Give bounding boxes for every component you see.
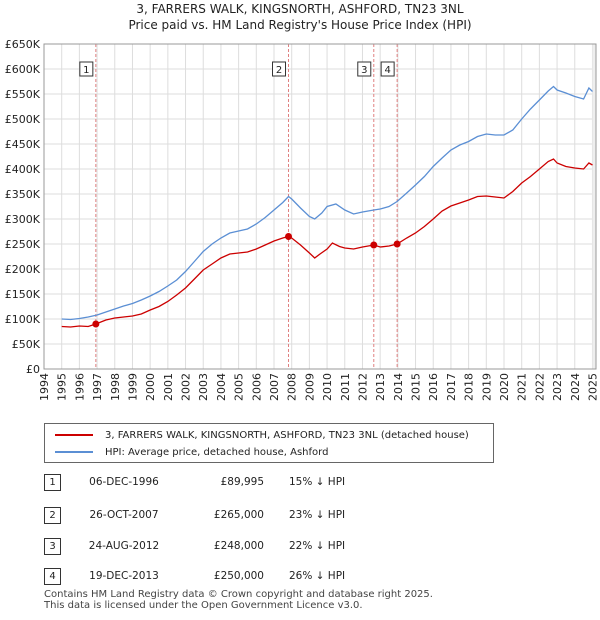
y-tick-label: £600K xyxy=(5,63,41,76)
y-tick-label: £650K xyxy=(5,38,41,51)
x-tick-label: 2009 xyxy=(303,373,316,401)
y-tick-label: £550K xyxy=(5,88,41,101)
sale-hpi-diff: 22% ↓ HPI xyxy=(289,540,346,552)
x-tick-label: 2019 xyxy=(480,373,493,401)
legend-label-property: 3, FARRERS WALK, KINGSNORTH, ASHFORD, TN… xyxy=(105,429,469,441)
y-tick-label: £350K xyxy=(5,188,41,201)
sale-date: 26-OCT-2007 xyxy=(89,509,159,521)
x-tick-label: 2000 xyxy=(144,373,157,401)
x-tick-label: 2015 xyxy=(410,373,423,401)
x-tick-label: 2022 xyxy=(533,373,546,401)
x-tick-label: 2021 xyxy=(516,373,529,401)
series-line xyxy=(61,158,593,328)
footer: Contains HM Land Registry data © Crown c… xyxy=(44,589,433,611)
table-row: 1 06-DEC-1996 £89,995 15% ↓ HPI xyxy=(44,474,484,492)
x-tick-label: 1998 xyxy=(109,373,122,401)
plot-frame xyxy=(43,43,597,370)
table-row: 4 19-DEC-2013 £250,000 26% ↓ HPI xyxy=(44,568,484,586)
series-line xyxy=(61,85,593,321)
x-tick-label: 2023 xyxy=(551,373,564,401)
x-tick-label: 1999 xyxy=(126,373,139,401)
y-tick-label: £100K xyxy=(5,313,41,326)
sale-number: 3 xyxy=(44,538,61,555)
y-tick-label: £500K xyxy=(5,113,41,126)
chart-title: 3, FARRERS WALK, KINGSNORTH, ASHFORD, TN… xyxy=(136,2,464,16)
sale-marker-label: 1 xyxy=(83,65,89,76)
sale-number: 4 xyxy=(44,568,61,585)
sale-hpi-diff: 23% ↓ HPI xyxy=(289,509,346,521)
y-tick-label: £300K xyxy=(5,213,41,226)
price-chart: £0 £50K £100K £150K £200K £250K £300K £350K £400… xyxy=(5,38,600,401)
sale-point xyxy=(285,233,293,240)
x-tick-label: 2012 xyxy=(356,373,369,401)
x-tick-label: 2006 xyxy=(250,373,263,401)
legend-swatch-hpi xyxy=(55,451,93,453)
y-tick-label: £400K xyxy=(5,163,41,176)
legend-item-property: 3, FARRERS WALK, KINGSNORTH, ASHFORD, TN… xyxy=(55,428,469,442)
x-tick-label: 2020 xyxy=(498,373,511,401)
footer-copyright: Contains HM Land Registry data © Crown c… xyxy=(44,589,433,600)
sale-price: £89,995 xyxy=(220,476,264,488)
sale-marker-label: 2 xyxy=(276,65,282,76)
x-tick-label: 2013 xyxy=(374,373,387,401)
sale-marker-label: 3 xyxy=(361,65,367,76)
x-tick-label: 2003 xyxy=(197,373,210,401)
sale-marker-box xyxy=(79,61,94,77)
chart-subtitle: Price paid vs. HM Land Registry's House … xyxy=(128,18,472,32)
plot-area xyxy=(44,44,596,369)
sale-price: £250,000 xyxy=(213,570,264,582)
x-tick-label: 2016 xyxy=(427,373,440,401)
y-tick-label: £0 xyxy=(26,363,40,376)
x-tick-label: 2007 xyxy=(268,373,281,401)
y-tick-label: £50K xyxy=(12,338,41,351)
sale-price: £265,000 xyxy=(213,509,264,521)
sale-number: 1 xyxy=(44,474,61,491)
x-tick-label: 2024 xyxy=(569,373,582,401)
legend-label-hpi: HPI: Average price, detached house, Ashf… xyxy=(105,446,329,458)
x-tick-label: 2014 xyxy=(392,373,405,401)
sale-number: 2 xyxy=(44,507,61,524)
x-tick-label: 2001 xyxy=(162,373,175,401)
x-tick-label: 2005 xyxy=(233,373,246,401)
sale-point xyxy=(92,320,100,328)
sale-hpi-diff: 26% ↓ HPI xyxy=(289,570,346,582)
sale-marker-box xyxy=(357,61,372,77)
y-tick-label: £250K xyxy=(5,238,41,251)
sale-point xyxy=(370,241,378,249)
x-tick-label: 2011 xyxy=(339,373,352,401)
footer-licence: This data is licensed under the Open Gov… xyxy=(44,600,363,611)
sale-hpi-diff: 15% ↓ HPI xyxy=(289,476,346,488)
sale-marker-box xyxy=(380,61,395,77)
x-tick-label: 1995 xyxy=(56,373,69,401)
sale-marker-box xyxy=(272,61,287,77)
chart-legend: 3, FARRERS WALK, KINGSNORTH, ASHFORD, TN… xyxy=(44,423,494,463)
sale-marker-label: 4 xyxy=(384,65,390,76)
x-tick-label: 2008 xyxy=(286,373,299,401)
x-tick-label: 1997 xyxy=(91,373,104,401)
x-tick-label: 2017 xyxy=(445,373,458,401)
x-tick-label: 1994 xyxy=(38,373,51,401)
sale-date: 19-DEC-2013 xyxy=(89,570,159,582)
sale-date: 24-AUG-2012 xyxy=(88,540,160,552)
x-tick-label: 2002 xyxy=(180,373,193,401)
sale-date: 06-DEC-1996 xyxy=(89,476,159,488)
y-tick-label: £150K xyxy=(5,288,41,301)
x-tick-label: 2004 xyxy=(215,373,228,401)
sale-price: £248,000 xyxy=(213,540,264,552)
x-tick-label: 2018 xyxy=(463,373,476,401)
x-tick-label: 1996 xyxy=(73,373,86,401)
legend-swatch-property xyxy=(55,434,93,436)
y-tick-label: £200K xyxy=(5,263,41,276)
sale-point xyxy=(393,240,401,248)
table-row: 2 26-OCT-2007 £265,000 23% ↓ HPI xyxy=(44,507,484,525)
x-tick-label: 2010 xyxy=(321,373,334,401)
x-tick-label: 2025 xyxy=(586,373,599,401)
projection-shade xyxy=(592,44,596,369)
y-tick-label: £450K xyxy=(5,138,41,151)
table-row: 3 24-AUG-2012 £248,000 22% ↓ HPI xyxy=(44,538,484,556)
legend-item-hpi: HPI: Average price, detached house, Ashf… xyxy=(55,445,328,459)
